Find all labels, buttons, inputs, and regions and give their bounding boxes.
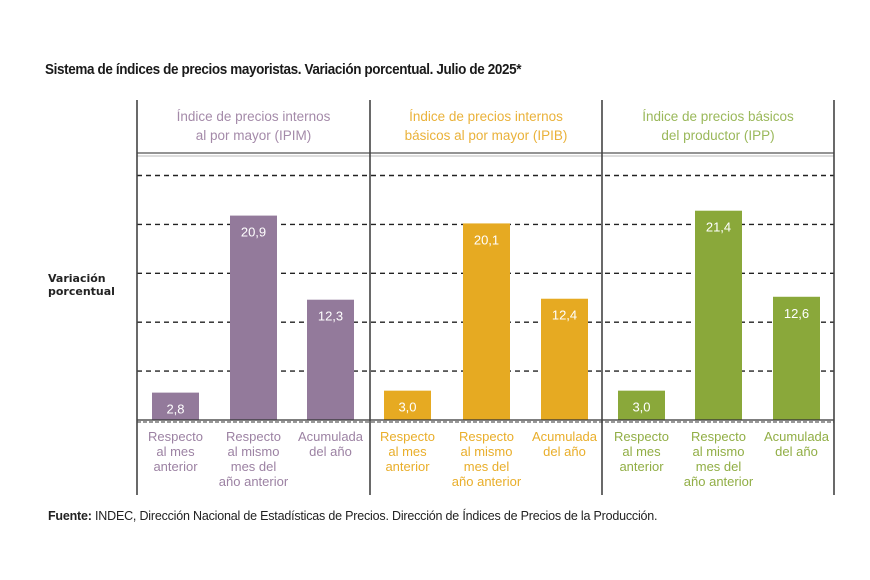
category-label: Respecto (691, 429, 746, 444)
bar-value-label: 20,9 (241, 225, 266, 240)
group-header: básicos al por mayor (IPIB) (405, 128, 568, 143)
y-axis-label: Variación porcentual (48, 272, 115, 298)
group-header: del productor (IPP) (661, 128, 774, 143)
bar-value-label: 20,1 (474, 232, 499, 247)
category-label: Respecto (459, 429, 514, 444)
bar-value-label: 2,8 (166, 402, 184, 417)
category-label: del año (543, 444, 586, 459)
bar (307, 299, 354, 420)
category-label: Respecto (380, 429, 435, 444)
bar-value-label: 12,4 (552, 308, 577, 323)
y-axis-label-line: Variación (48, 272, 106, 285)
chart-title: Sistema de índices de precios mayoristas… (45, 62, 522, 78)
category-label: al mes (388, 444, 427, 459)
bar-value-label: 12,3 (318, 309, 343, 324)
group-header: Índice de precios internos (177, 109, 331, 124)
category-label: al mismo (460, 444, 512, 459)
source-note: Fuente: INDEC, Dirección Nacional de Est… (48, 509, 658, 523)
bar-value-label: 3,0 (632, 400, 650, 415)
group-header: Índice de precios básicos (642, 109, 794, 124)
bar-value-label: 12,6 (784, 306, 809, 321)
category-label: al mes (622, 444, 661, 459)
source-label: Fuente: (48, 509, 92, 523)
source-text: INDEC, Dirección Nacional de Estadística… (91, 509, 658, 523)
bar (463, 223, 510, 420)
group-header: al por mayor (IPIM) (196, 128, 312, 143)
bar (384, 390, 431, 420)
category-label: mes del (231, 459, 277, 474)
bar (152, 392, 199, 420)
category-label: año anterior (452, 474, 522, 489)
bar (695, 210, 742, 420)
bar (773, 296, 820, 420)
category-label: del año (775, 444, 818, 459)
category-label: al mes (156, 444, 195, 459)
category-label: al mismo (692, 444, 744, 459)
bar-value-label: 21,4 (706, 220, 731, 235)
category-label: Acumulada (532, 429, 598, 444)
category-label: anterior (385, 459, 430, 474)
category-label: Respecto (148, 429, 203, 444)
group-header: Índice de precios internos (409, 109, 563, 124)
category-label: mes del (464, 459, 510, 474)
category-label: al mismo (227, 444, 279, 459)
category-label: mes del (696, 459, 742, 474)
category-label: Acumulada (298, 429, 364, 444)
category-label: anterior (153, 459, 198, 474)
category-label: Respecto (614, 429, 669, 444)
bar (541, 298, 588, 420)
category-label: año anterior (219, 474, 289, 489)
y-axis-label-line: porcentual (48, 285, 115, 298)
bar-value-label: 3,0 (398, 400, 416, 415)
bar (618, 390, 665, 420)
category-label: del año (309, 444, 352, 459)
bar (230, 215, 277, 420)
category-label: Acumulada (764, 429, 830, 444)
category-label: Respecto (226, 429, 281, 444)
category-label: anterior (619, 459, 664, 474)
category-label: año anterior (684, 474, 754, 489)
